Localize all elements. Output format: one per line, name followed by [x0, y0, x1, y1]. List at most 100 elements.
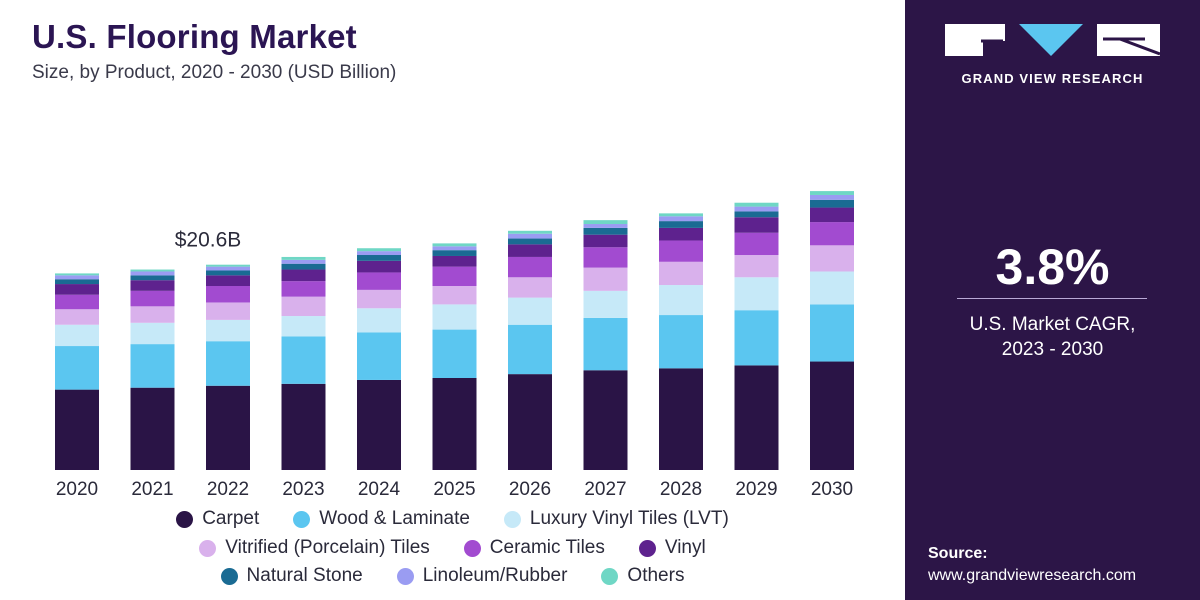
x-tick-label-2025: 2025: [433, 479, 475, 500]
bar-segment-2023-6: [281, 263, 326, 270]
bar-segment-2025-4: [432, 266, 477, 286]
legend-item: Luxury Vinyl Tiles (LVT): [503, 508, 729, 530]
bar-segment-2025-6: [432, 250, 477, 256]
bar-segment-2020-5: [55, 284, 99, 295]
x-tick-label-2028: 2028: [660, 479, 702, 500]
bar-segment-2021-1: [130, 344, 175, 388]
bar-segment-2025-3: [432, 286, 477, 305]
data-label-0: $20.6B: [175, 229, 242, 252]
bar-segment-2027-8: [583, 220, 628, 225]
bar-segment-2024-1: [357, 332, 401, 380]
bar-segment-2022-2: [206, 319, 250, 342]
bar-segment-2020-0: [55, 389, 99, 470]
legend-label: Carpet: [202, 508, 260, 529]
legend-label: Others: [627, 565, 685, 586]
legend-item: Carpet: [176, 508, 259, 530]
bar-segment-2022-8: [206, 264, 250, 267]
bar-segment-2021-3: [130, 306, 175, 323]
bar-segment-2024-7: [357, 251, 401, 256]
bar-segment-2023-2: [281, 316, 326, 337]
bar-segment-2029-0: [734, 365, 779, 470]
bar-segment-2026-4: [508, 256, 552, 278]
divider: [957, 298, 1147, 299]
legend-label: Natural Stone: [246, 565, 363, 586]
source-url[interactable]: www.grandviewresearch.com: [928, 567, 1137, 584]
bar-segment-2029-7: [734, 206, 779, 212]
bar-segment-2028-1: [659, 315, 703, 369]
bar-segment-2023-8: [281, 256, 326, 260]
bar-segment-2023-5: [281, 269, 326, 282]
legend-swatch: [396, 567, 414, 585]
bar-segment-2023-1: [281, 336, 326, 384]
legend-label: Luxury Vinyl Tiles (LVT): [529, 508, 729, 529]
bar-segment-2021-4: [130, 290, 175, 307]
chart-title: U.S. Flooring Market: [32, 18, 357, 55]
bar-segment-2020-3: [55, 309, 99, 325]
bar-segment-2022-6: [206, 270, 250, 276]
bar-segment-2026-1: [508, 324, 552, 375]
x-tick-label-2023: 2023: [282, 479, 324, 500]
legend-item: Others: [601, 565, 684, 587]
bar-segment-2029-4: [734, 232, 779, 256]
bar-segment-2030-1: [810, 304, 854, 362]
legend-item: Wood & Laminate: [293, 508, 470, 530]
legend-item: Vinyl: [638, 537, 706, 559]
legend-item: Natural Stone: [220, 565, 363, 587]
bar-segment-2025-1: [432, 329, 477, 378]
bar-segment-2029-2: [734, 277, 779, 311]
legend-swatch: [176, 510, 194, 528]
bar-segment-2020-2: [55, 324, 99, 347]
bar-segment-2028-8: [659, 213, 703, 217]
legend-item: Vitrified (Porcelain) Tiles: [199, 537, 430, 559]
legend-swatch: [220, 567, 238, 585]
bar-segment-2026-6: [508, 238, 552, 245]
bar-segment-2024-0: [357, 379, 401, 470]
brand-name: GRAND VIEW RESEARCH: [961, 71, 1144, 86]
bar-segment-2024-4: [357, 272, 401, 290]
bar-segment-2020-8: [55, 273, 99, 276]
bar-segment-2027-0: [583, 370, 628, 470]
bar-segment-2021-2: [130, 322, 175, 345]
bar-segment-2020-4: [55, 294, 99, 310]
gvr-logo-icon: [945, 24, 1160, 56]
bar-segment-2026-8: [508, 230, 552, 234]
bar-segment-2023-3: [281, 296, 326, 317]
legend-swatch: [503, 510, 521, 528]
bar-segment-2029-6: [734, 211, 779, 218]
x-tick-label-2022: 2022: [207, 479, 249, 500]
bar-segment-2028-6: [659, 221, 703, 228]
x-tick-label-2021: 2021: [131, 479, 173, 500]
bar-segment-2028-0: [659, 368, 703, 470]
bar-segment-2026-5: [508, 244, 552, 257]
bar-segment-2024-3: [357, 289, 401, 309]
bar-segment-2030-7: [810, 194, 854, 200]
bar-segment-2030-4: [810, 222, 854, 246]
bar-segment-2020-7: [55, 275, 99, 280]
bar-segment-2022-7: [206, 266, 250, 271]
bar-segment-2029-8: [734, 202, 779, 207]
bar-segment-2029-3: [734, 255, 779, 278]
legend-swatch: [638, 539, 656, 557]
bar-segment-2026-3: [508, 277, 552, 298]
source-label: Source:: [928, 545, 988, 562]
info-sidebar: GRAND VIEW RESEARCH 3.8% U.S. Market CAG…: [905, 0, 1200, 600]
bar-segment-2022-5: [206, 275, 250, 286]
legend-row: Natural Stone Linoleum/Rubber Others: [0, 565, 905, 587]
bar-segment-2022-4: [206, 286, 250, 303]
bar-segment-2028-2: [659, 285, 703, 316]
bar-segment-2024-2: [357, 308, 401, 333]
bar-segment-2028-7: [659, 216, 703, 222]
bar-segment-2022-3: [206, 302, 250, 320]
stacked-bar-chart: 2020 2021 2022 2023 2024 2025 2026 2027 2028 2029…: [55, 191, 854, 500]
bar-segment-2025-7: [432, 246, 477, 251]
cagr-label: U.S. Market CAGR, 2023 - 2030: [905, 312, 1200, 362]
bar-segment-2024-8: [357, 248, 401, 252]
bar-segment-2029-5: [734, 217, 779, 233]
bar-segment-2030-5: [810, 207, 854, 223]
bar-segment-2024-6: [357, 255, 401, 261]
bar-segment-2026-0: [508, 374, 552, 470]
legend-item: Linoleum/Rubber: [396, 565, 567, 587]
legend-label: Ceramic Tiles: [489, 537, 605, 558]
legend-label: Wood & Laminate: [319, 508, 470, 529]
x-tick-label-2020: 2020: [56, 479, 98, 500]
